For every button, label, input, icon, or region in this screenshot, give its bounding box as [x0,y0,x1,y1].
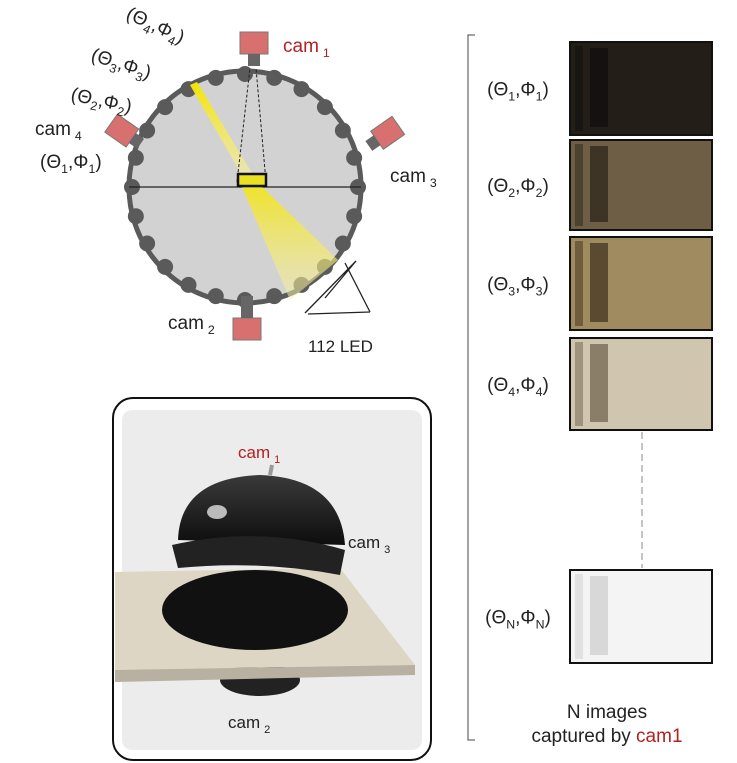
camera-index: 3 [430,176,437,190]
led-label: 112 LED [308,337,373,356]
label-part: ,Φ [68,152,88,173]
photo [113,398,431,760]
capture-groove [590,243,608,322]
capture-groove [590,576,608,655]
led-bump [139,123,155,139]
led-bump [237,66,253,82]
led-bump [139,236,155,252]
led-bump [317,99,333,115]
caption-camera: cam1 [636,726,682,747]
label-part: ) [542,80,548,101]
subscript: N [506,618,515,632]
capture-edge [575,46,583,131]
angle-label: (Θ1,Φ1) [40,152,102,176]
dome-port [207,505,227,519]
camera-label: cam 4 [35,119,82,143]
capture-groove [590,344,608,422]
capture-edge [575,342,583,426]
capture-angle: (Θ3,Φ3) [487,275,549,299]
capture-edge [575,241,583,326]
camera-name: cam [168,313,204,334]
bracket [468,35,475,740]
camera-name: cam [390,166,426,187]
caption-text: captured by [531,726,636,747]
top-camera [270,465,272,475]
hole [162,570,348,650]
led-bump [335,123,351,139]
camera-icon [240,32,268,66]
label-part: (Θ [487,176,508,197]
led-bump [208,70,224,86]
label-part: ) [542,176,548,197]
label-part: ,Φ [515,375,535,396]
led-bump [208,288,224,304]
camera-index: 2 [264,724,270,736]
label-part: ) [542,375,548,396]
camera-label: cam 1 [283,36,330,60]
dome-schematic [105,32,405,340]
capture-angle: (Θ1,Φ1) [487,80,549,104]
angle-label: (Θ2,Φ2) [68,84,133,120]
led-bump [181,277,197,293]
capture-angle: (Θ4,Φ4) [487,375,549,399]
camera-label: cam 3 [390,166,437,190]
led-bump [128,208,144,224]
camera-index: 1 [274,454,280,466]
capture-edge [575,574,583,659]
led-bump [346,208,362,224]
camera-label: cam 2 [168,313,215,337]
angle-label: (Θ3,Φ3) [88,45,154,87]
camera-name: cam [348,533,380,552]
camera-index: 2 [208,323,215,337]
figure: N imagescaptured by cam1 cam1cam2cam3cam… [0,0,737,763]
capture-angle: (Θ2,Φ2) [487,176,549,200]
camera-name: cam [228,713,260,732]
label-part: ,Φ [515,608,535,629]
led-bump [335,236,351,252]
label-part: ) [95,152,101,173]
led-bump [157,259,173,275]
label-part: (Θ [487,80,508,101]
label-part: (Θ [40,152,61,173]
capture-angle: (ΘN,ΦN) [485,608,551,632]
angle-label: (Θ4,Φ4) [122,3,188,51]
camera-index: 4 [75,129,82,143]
label-part: ,Φ [515,80,535,101]
led-bump [266,288,282,304]
capture-groove [590,146,608,222]
label-part: (Θ [487,275,508,296]
label-part: ,Φ [515,176,535,197]
camera-name: cam [35,119,71,140]
label-part: ,Φ [515,275,535,296]
camera-name: cam [238,443,270,462]
caption: N images [567,702,647,723]
label-part: (Θ [487,375,508,396]
camera-index: 3 [384,544,390,556]
capture-edge [575,144,583,226]
led-bump [294,81,310,97]
label-part: (Θ [485,608,506,629]
capture-groove [590,48,608,127]
caption: captured by cam1 [531,726,682,747]
camera-icon [363,116,405,155]
label-part: ) [545,608,551,629]
led-bump [266,70,282,86]
led-bump [157,99,173,115]
led-bump [346,150,362,166]
label-part: ) [123,96,134,118]
camera-index: 1 [323,46,330,60]
sample [238,174,266,186]
led-bump [128,150,144,166]
label-part: ) [542,275,548,296]
subscript: N [536,618,545,632]
camera-name: cam [283,36,319,57]
